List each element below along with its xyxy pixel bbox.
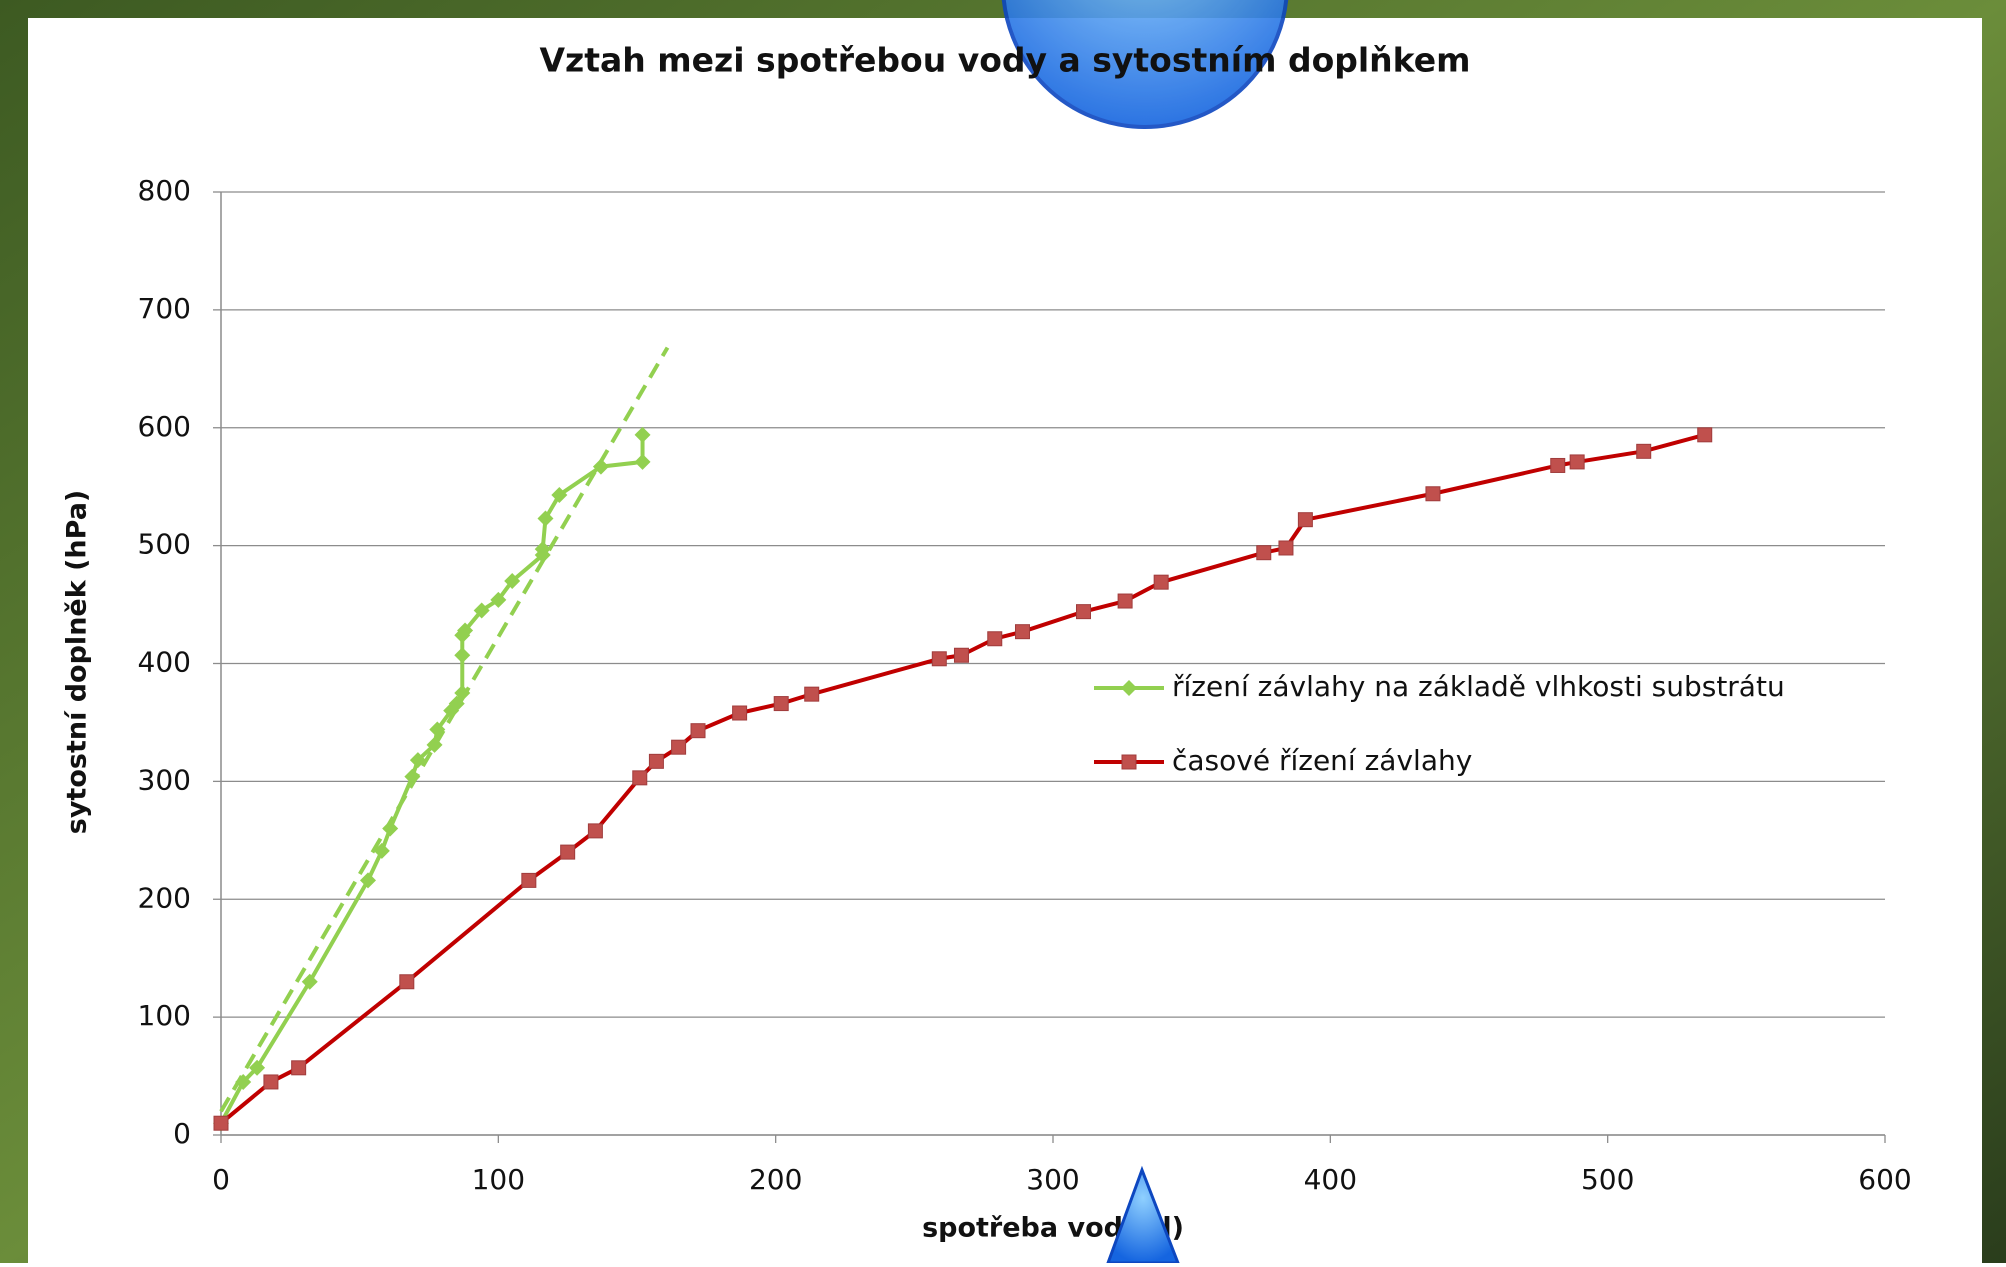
y-tick-label: 500	[138, 528, 191, 561]
marker	[1551, 458, 1565, 472]
marker	[1154, 575, 1168, 589]
marker	[1077, 605, 1091, 619]
marker	[264, 1075, 278, 1089]
y-tick-label: 200	[138, 881, 191, 914]
marker	[1426, 487, 1440, 501]
y-tick-label: 600	[138, 410, 191, 443]
y-axis-label: sytostní doplněk (hPa)	[62, 490, 93, 835]
marker	[1122, 755, 1136, 769]
x-tick-label: 200	[749, 1163, 802, 1196]
marker	[522, 873, 536, 887]
marker	[400, 975, 414, 989]
marker	[561, 845, 575, 859]
marker	[1257, 546, 1271, 560]
marker	[1570, 455, 1584, 469]
marker	[954, 648, 968, 662]
marker	[588, 824, 602, 838]
marker	[1279, 541, 1293, 555]
marker	[691, 724, 705, 738]
chart-title: Vztah mezi spotřebou vody a sytostním do…	[540, 41, 1471, 80]
marker	[932, 652, 946, 666]
marker	[649, 754, 663, 768]
marker	[292, 1061, 306, 1075]
x-tick-label: 300	[1026, 1163, 1079, 1196]
x-tick-label: 0	[212, 1163, 230, 1196]
legend-label: řízení závlahy na základě vlhkosti subst…	[1172, 670, 1785, 703]
marker	[733, 706, 747, 720]
legend-label: časové řízení závlahy	[1172, 744, 1472, 777]
y-tick-label: 700	[138, 292, 191, 325]
marker	[633, 771, 647, 785]
x-tick-label: 600	[1858, 1163, 1911, 1196]
x-tick-label: 500	[1581, 1163, 1634, 1196]
y-tick-label: 400	[138, 646, 191, 679]
x-tick-label: 100	[472, 1163, 525, 1196]
marker	[774, 697, 788, 711]
marker	[214, 1116, 228, 1130]
marker	[1015, 625, 1029, 639]
marker	[1298, 513, 1312, 527]
y-tick-label: 800	[138, 174, 191, 207]
marker	[988, 632, 1002, 646]
y-tick-label: 100	[138, 999, 191, 1032]
marker	[1118, 594, 1132, 608]
y-tick-label: 0	[173, 1117, 191, 1150]
chart-panel	[28, 18, 1982, 1263]
marker	[1698, 428, 1712, 442]
page: 0 100 200 300 400 500 600 700 800 0 100 200 300 400 50…	[0, 0, 2006, 1263]
y-tick-label: 300	[138, 763, 191, 796]
x-tick-label: 400	[1304, 1163, 1357, 1196]
marker	[805, 687, 819, 701]
chart: 0 100 200 300 400 500 600 700 800 0 100 200 300 400 50…	[0, 0, 2006, 1263]
marker	[672, 740, 686, 754]
marker	[1637, 444, 1651, 458]
